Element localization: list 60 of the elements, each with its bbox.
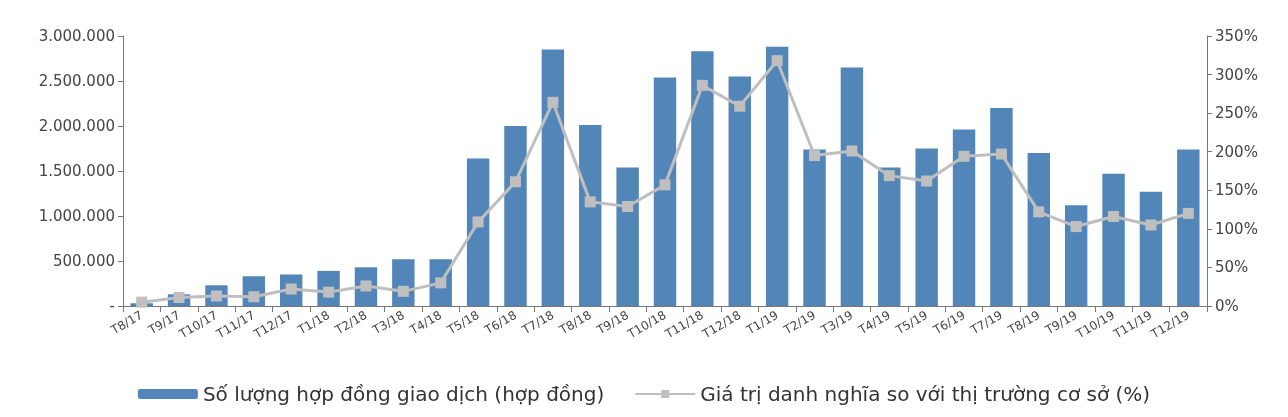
point (846, 145, 858, 157)
y-tick-label: 2.500.000 (38, 72, 115, 90)
bar (765, 46, 789, 306)
point (771, 55, 783, 67)
point (883, 170, 895, 182)
bar (840, 67, 864, 306)
bar (803, 149, 826, 306)
bar (541, 49, 565, 306)
bar (1064, 205, 1088, 306)
point (397, 285, 409, 297)
y2-tick-label: 50% (1215, 258, 1249, 277)
point (958, 150, 970, 162)
bar (579, 125, 602, 306)
point (659, 179, 671, 191)
point (173, 292, 185, 304)
y2-tick-label: 350% (1215, 27, 1258, 45)
bar (1177, 149, 1200, 306)
y2-tick-label: 250% (1215, 104, 1258, 123)
bar (466, 158, 490, 306)
point (1108, 211, 1120, 223)
bar (915, 148, 938, 306)
bar (616, 167, 639, 306)
point (921, 175, 933, 187)
bar (653, 77, 677, 306)
point (1070, 221, 1082, 233)
bar (1027, 153, 1051, 306)
y2-tick-label: 300% (1215, 65, 1258, 84)
point (1033, 206, 1045, 218)
bar (728, 76, 751, 306)
point (136, 296, 148, 308)
point (622, 200, 634, 212)
bar (952, 129, 976, 306)
point (472, 216, 484, 228)
y-tick-label: 3.000.000 (38, 27, 115, 45)
point (584, 196, 596, 208)
y2-tick-label: 0% (1215, 297, 1239, 315)
bar (691, 51, 714, 306)
bar (1102, 173, 1125, 306)
bar (1139, 191, 1163, 306)
y2-tick-label: 150% (1215, 181, 1258, 200)
point (1145, 219, 1157, 231)
point (734, 100, 746, 112)
y-tick-label: 2.000.000 (38, 117, 115, 135)
point (809, 150, 821, 162)
point (509, 176, 521, 188)
y2-tick-label: 100% (1215, 219, 1258, 238)
y-tick-label: 500.000 (52, 252, 115, 270)
y2-tick-label: 200% (1215, 142, 1258, 161)
y-tick-label: - (109, 297, 115, 315)
y-tick-label: 1.000.000 (38, 207, 115, 225)
bar (878, 167, 901, 306)
point (696, 79, 708, 91)
bar (990, 108, 1013, 306)
point (547, 96, 559, 108)
legend-label: Giá trị danh nghĩa so với thị trường cơ sở (%) (700, 382, 1151, 406)
point (995, 148, 1007, 160)
legend-label: Số lượng hợp đồng giao dịch (hợp đồng) (202, 382, 605, 406)
bar (504, 126, 527, 306)
point (1182, 207, 1194, 219)
y-tick-label: 1.500.000 (38, 162, 115, 180)
